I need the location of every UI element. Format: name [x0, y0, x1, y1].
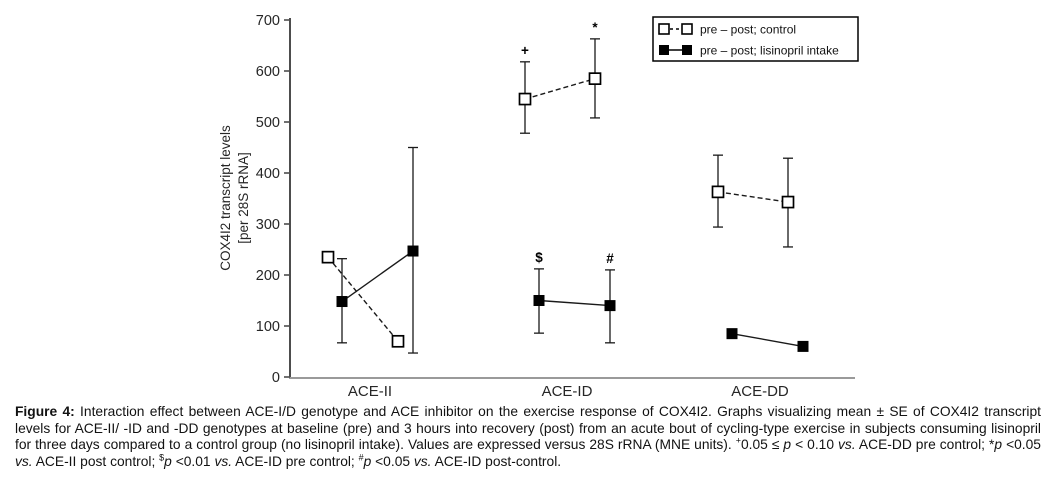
data-point-control-ACE-II-pre — [321, 250, 335, 264]
y-tick-label: 100 — [256, 319, 280, 335]
data-point-lisinopril-ACE-ID-pre — [533, 295, 545, 306]
series-line-control — [717, 191, 789, 203]
y-tick-label: 600 — [256, 64, 280, 80]
series-line-control — [327, 256, 399, 342]
series-line-lisinopril — [731, 332, 804, 348]
y-tick-label: 700 — [256, 13, 280, 29]
significance-marker: # — [606, 251, 614, 266]
caption-segment: 0.05 ≤ — [740, 437, 784, 452]
x-category-label: ACE-II — [348, 383, 392, 400]
caption-segment: p — [363, 453, 372, 469]
data-point-control-ACE-ID-pre — [518, 92, 532, 106]
y-tick-label: 0 — [272, 370, 280, 386]
y-tick-label: 200 — [256, 268, 280, 284]
y-tick-label: 400 — [256, 166, 280, 182]
legend-marker-open-square — [658, 23, 670, 35]
caption-segment: <0.05 — [371, 453, 414, 469]
y-tick-label: 300 — [256, 217, 280, 233]
data-point-control-ACE-ID-post — [588, 72, 602, 86]
caption-segment: p — [783, 437, 792, 452]
series-line-control — [524, 77, 596, 100]
y-axis-title-line1: COX4I2 transcript levels — [218, 125, 233, 271]
legend-label: pre – post; lisinopril intake — [700, 44, 839, 58]
caption-segment: # — [358, 451, 364, 462]
caption-segment: vs. — [413, 453, 432, 469]
caption-segment: Figure 4: — [15, 404, 75, 419]
legend-marker-filled-square — [659, 45, 669, 55]
caption-segment: Interaction effect between ACE-I/D genot… — [15, 404, 1041, 452]
data-point-lisinopril-ACE-DD-post — [797, 340, 809, 352]
caption-segment: ACE-ID pre control; — [232, 453, 359, 469]
significance-marker: $ — [535, 250, 543, 265]
data-point-control-ACE-II-post — [391, 334, 405, 348]
series-line-lisinopril — [538, 299, 611, 307]
caption-segment: p — [164, 453, 172, 469]
caption-segment: ACE-ID post-control. — [431, 453, 562, 469]
caption-segment: <0.01 — [171, 453, 215, 469]
legend-marker-filled-square — [682, 45, 692, 55]
caption-segment: p — [994, 437, 1003, 452]
cox4i2-genotype-chart: 0 100 200 300 400 500 600 700 COX4I2 transcript … — [218, 13, 859, 400]
caption-segment: ACE-DD pre control; * — [855, 437, 995, 452]
caption-segment: vs. — [214, 453, 233, 469]
caption-segment: vs. — [838, 437, 856, 452]
significance-marker: * — [592, 20, 598, 35]
legend-marker-open-square — [681, 23, 693, 35]
y-axis-title-line2: [per 28S rRNA] — [236, 152, 251, 244]
x-category-label: ACE-ID — [542, 383, 593, 400]
data-point-lisinopril-ACE-II-pre — [336, 296, 348, 308]
caption-segment: ACE-II post control; — [32, 453, 160, 469]
x-category-label: ACE-DD — [731, 383, 789, 400]
series-line-lisinopril — [341, 250, 414, 303]
caption-segment: < 0.10 — [791, 437, 839, 452]
caption-segment: $ — [159, 451, 165, 462]
y-tick-label: 500 — [256, 115, 280, 131]
data-point-lisinopril-ACE-ID-post — [604, 300, 616, 312]
caption-segment: vs. — [15, 453, 33, 469]
caption-segment: <0.05 — [1002, 437, 1041, 452]
data-point-control-ACE-DD-post — [781, 195, 795, 209]
data-point-lisinopril-ACE-DD-pre — [726, 328, 738, 340]
legend-label: pre – post; control — [700, 23, 796, 37]
figure-caption: Figure 4: Interaction effect between ACE… — [15, 404, 1041, 470]
caption-segment: + — [735, 435, 741, 446]
data-point-control-ACE-DD-pre — [711, 185, 725, 199]
data-point-lisinopril-ACE-II-post — [407, 245, 419, 257]
significance-marker: + — [521, 43, 529, 58]
